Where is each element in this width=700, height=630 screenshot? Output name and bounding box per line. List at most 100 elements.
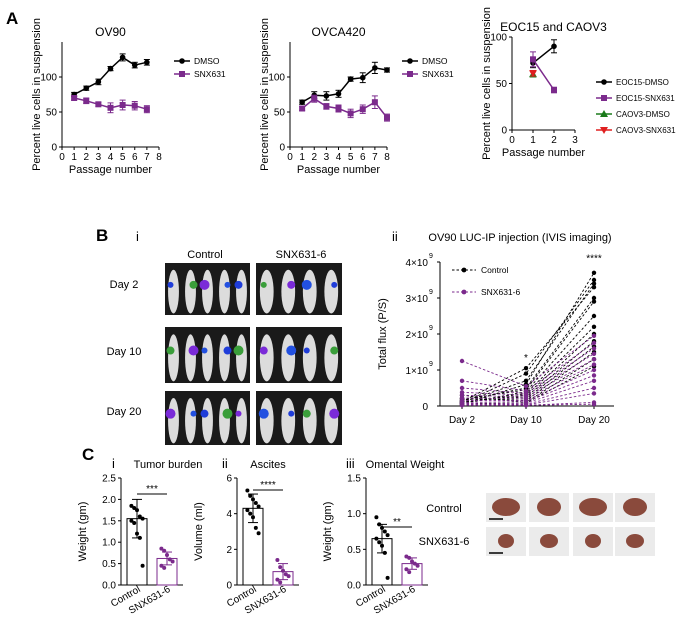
x-tick-label: Day 10 xyxy=(510,415,542,426)
data-point xyxy=(281,568,285,573)
bioluminescence-signal xyxy=(330,346,339,355)
data-point xyxy=(143,106,150,113)
data-point xyxy=(591,313,597,319)
mouse-body xyxy=(324,269,339,314)
y-axis-label: Percent live cells in suspension xyxy=(31,18,43,171)
data-point xyxy=(167,557,172,562)
data-point xyxy=(359,106,366,113)
panel-letter-a: A xyxy=(6,9,18,28)
x-tick-label: 8 xyxy=(384,152,390,163)
mouse-body xyxy=(185,398,196,444)
x-tick-label: 6 xyxy=(360,152,366,163)
data-point xyxy=(404,567,409,572)
x-tick-label: 4 xyxy=(108,152,114,163)
series-line xyxy=(532,58,555,91)
series-line xyxy=(532,45,555,64)
bioluminescence-signal xyxy=(223,346,232,355)
mouse-body xyxy=(168,269,179,314)
bioluminescence-signal xyxy=(167,281,174,288)
y-tick-label: 2 xyxy=(226,545,232,556)
panel-label-ci: i xyxy=(112,456,115,471)
x-tick-label: 0 xyxy=(509,135,515,146)
mouse-body xyxy=(219,269,230,314)
bioluminescence-signal xyxy=(233,345,244,356)
bioluminescence-signal xyxy=(303,347,310,354)
mouse-body xyxy=(185,269,196,314)
x-tick-label: 3 xyxy=(96,152,102,163)
y-tick-label: 0.5 xyxy=(102,559,116,570)
data-point xyxy=(591,357,597,362)
data-point xyxy=(245,508,250,513)
data-point xyxy=(162,548,167,553)
data-point xyxy=(278,565,283,570)
x-tick-label: 6 xyxy=(132,152,138,163)
y-tick-label: 100 xyxy=(40,73,57,84)
y-tick-label: 0 xyxy=(422,402,428,413)
data-point xyxy=(601,95,607,101)
bioluminescence-signal xyxy=(286,345,297,356)
bioluminescence-signal xyxy=(329,408,340,419)
data-point xyxy=(530,56,536,63)
mice-col-snx: SNX631-6 xyxy=(276,249,327,261)
subject-line xyxy=(461,297,595,402)
mouse-body xyxy=(236,398,247,444)
panel-label-bii: ii xyxy=(392,229,398,244)
data-point xyxy=(591,391,597,396)
x-tick-label: 0 xyxy=(59,152,65,163)
chart-eoc15: EOC15 and CAOV3 0 1 2 3 0 50 100 Passage number P… xyxy=(481,7,676,160)
x-axis-label: Passage number xyxy=(297,164,380,176)
legend-label: SNX631-6 xyxy=(481,287,520,297)
data-point xyxy=(591,324,597,329)
legend-label: SNX631 xyxy=(194,69,226,79)
panel-label-cii: ii xyxy=(222,456,228,471)
mouse-body xyxy=(236,334,247,382)
y-axis-label: Weight (gm) xyxy=(322,502,334,562)
data-point xyxy=(132,505,137,510)
y-tick-label: 1.0 xyxy=(102,538,116,549)
data-point xyxy=(71,95,78,101)
data-point xyxy=(523,403,529,408)
legend-label: DMSO xyxy=(422,56,448,66)
data-point xyxy=(523,371,529,376)
data-point xyxy=(248,511,253,516)
chart-title: OV90 LUC-IP injection (IVIS imaging) xyxy=(428,232,611,244)
y-tick-exponent: 9 xyxy=(429,253,433,260)
data-point xyxy=(371,99,378,106)
mice-row-day20: Day 20 xyxy=(107,406,142,418)
data-point xyxy=(140,516,145,521)
data-point xyxy=(591,378,597,383)
omentum-photos: Control SNX631-6 xyxy=(419,493,655,556)
mouse-body xyxy=(281,334,296,382)
bioluminescence-signal xyxy=(200,409,209,418)
mouse-body xyxy=(281,398,296,444)
data-point xyxy=(591,346,597,351)
data-point xyxy=(95,101,102,108)
data-point xyxy=(591,295,597,301)
mouse-body xyxy=(168,334,179,382)
panel-letter-b: B xyxy=(96,226,108,245)
data-point xyxy=(83,97,90,104)
data-point xyxy=(107,65,114,72)
x-tick-label: 1 xyxy=(299,152,305,163)
data-point xyxy=(410,559,414,564)
legend-label: SNX631 xyxy=(422,69,454,79)
y-tick-label: 2×10 xyxy=(405,330,428,341)
legend-label: CAOV3-SNX631 xyxy=(616,126,676,135)
data-point xyxy=(299,99,305,105)
chart-title: Ascites xyxy=(250,459,286,471)
mouse-body xyxy=(259,398,274,444)
data-point xyxy=(591,362,597,367)
data-point xyxy=(377,522,382,527)
y-tick-exponent: 9 xyxy=(429,361,433,368)
y-tick-label: 50 xyxy=(274,108,286,119)
omentum-tissue xyxy=(623,498,647,516)
data-point xyxy=(459,358,465,364)
y-tick-label: 1×10 xyxy=(405,366,428,377)
data-point xyxy=(256,531,261,536)
x-tick-label: Day 20 xyxy=(578,415,610,426)
bioluminescence-signal xyxy=(234,280,243,289)
data-point xyxy=(159,546,164,551)
mouse-body xyxy=(236,269,247,314)
legend-label: EOC15-SNX631 xyxy=(616,94,675,103)
